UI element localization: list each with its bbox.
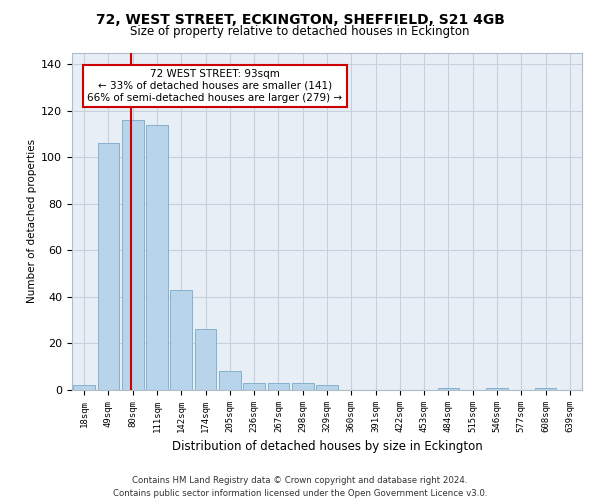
Bar: [292, 383, 314, 390]
Bar: [97, 144, 119, 390]
Y-axis label: Number of detached properties: Number of detached properties: [27, 139, 37, 304]
Text: Contains HM Land Registry data © Crown copyright and database right 2024.
Contai: Contains HM Land Registry data © Crown c…: [113, 476, 487, 498]
Bar: [170, 290, 192, 390]
Bar: [219, 372, 241, 390]
Text: 72, WEST STREET, ECKINGTON, SHEFFIELD, S21 4GB: 72, WEST STREET, ECKINGTON, SHEFFIELD, S…: [95, 12, 505, 26]
Bar: [437, 388, 460, 390]
Bar: [73, 386, 95, 390]
Bar: [122, 120, 143, 390]
Bar: [146, 124, 168, 390]
Bar: [194, 330, 217, 390]
X-axis label: Distribution of detached houses by size in Eckington: Distribution of detached houses by size …: [172, 440, 482, 454]
Text: Size of property relative to detached houses in Eckington: Size of property relative to detached ho…: [130, 25, 470, 38]
Bar: [316, 386, 338, 390]
Text: 72 WEST STREET: 93sqm
← 33% of detached houses are smaller (141)
66% of semi-det: 72 WEST STREET: 93sqm ← 33% of detached …: [87, 70, 343, 102]
Bar: [243, 383, 265, 390]
Bar: [486, 388, 508, 390]
Bar: [535, 388, 556, 390]
Bar: [268, 383, 289, 390]
